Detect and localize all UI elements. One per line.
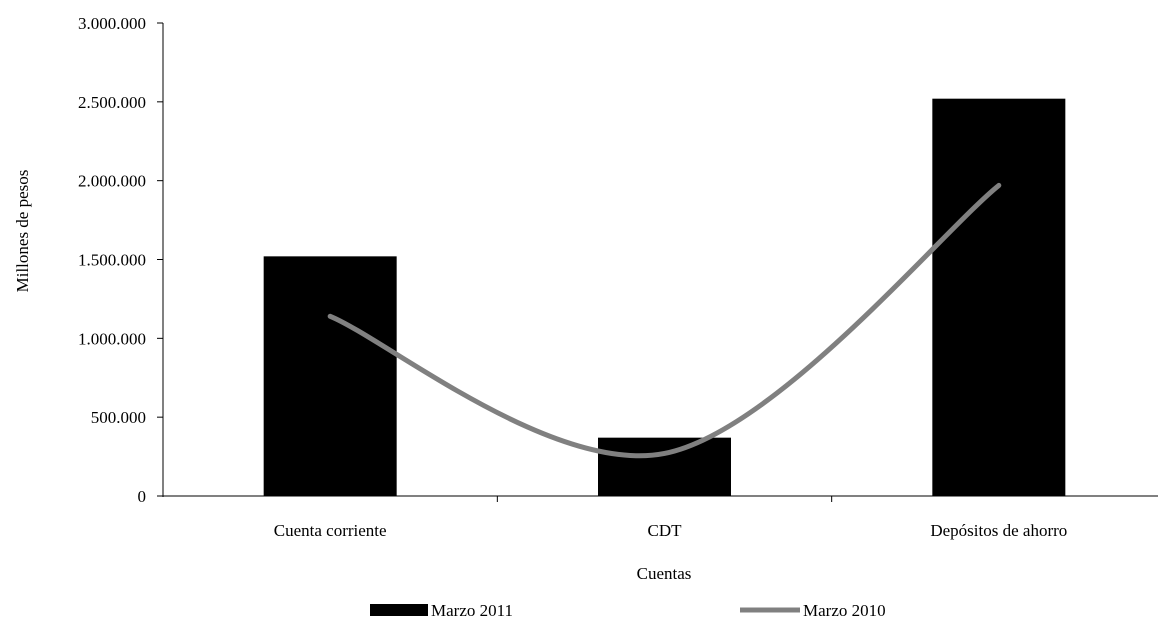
x-axis-title: Cuentas (637, 564, 692, 583)
x-tick-label-depositos-de-ahorro: Depósitos de ahorro (930, 521, 1067, 540)
y-tick-label: 1.500.000 (78, 251, 146, 270)
bars-group (263, 98, 1066, 497)
labels-group: Millones de pesos Cuentas (13, 170, 691, 583)
bar-cdt (598, 437, 731, 496)
y-tick-label: 2.500.000 (78, 93, 146, 112)
y-tick-label: 0 (138, 487, 147, 506)
y-axis-title: Millones de pesos (13, 170, 32, 293)
y-tick-label: 3.000.000 (78, 14, 146, 33)
y-tick-label: 500.000 (91, 408, 146, 427)
x-tick-label-cuenta-corriente: Cuenta corriente (274, 521, 387, 540)
axes-group: 0 500.000 1.000.000 1.500.000 2.000.000 2.500… (78, 14, 1158, 540)
legend-label-marzo-2011: Marzo 2011 (431, 601, 513, 620)
legend-swatch-marzo-2011 (370, 604, 428, 616)
line-marzo-2010 (327, 182, 1002, 459)
bar-cuenta-corriente (263, 256, 397, 496)
legend-label-marzo-2010: Marzo 2010 (803, 601, 886, 620)
line-series-group (327, 182, 1002, 459)
bar-depositos-de-ahorro (932, 98, 1066, 497)
y-tick-label: 1.000.000 (78, 329, 146, 348)
x-tick-label-cdt: CDT (648, 521, 683, 540)
legend: Marzo 2011 Marzo 2010 (370, 601, 886, 620)
y-tick-label: 2.000.000 (78, 172, 146, 191)
